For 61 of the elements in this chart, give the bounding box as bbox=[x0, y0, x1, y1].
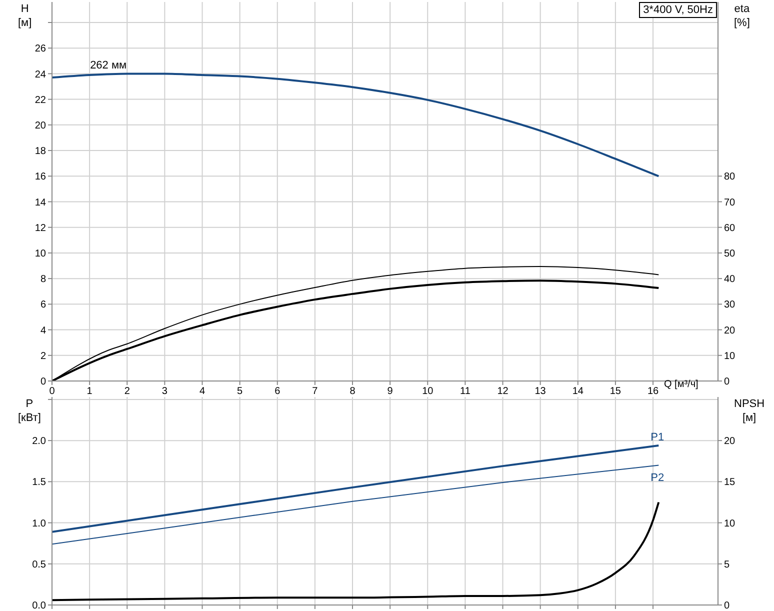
line-series bbox=[52, 501, 660, 602]
line-series bbox=[52, 72, 660, 178]
y2-tick-label: 40 bbox=[724, 274, 736, 286]
y-tick-label: 12 bbox=[34, 222, 46, 234]
y2-tick-label: 80 bbox=[724, 172, 736, 183]
y2-tick-label: 5 bbox=[724, 559, 730, 570]
x-tick-label: 2 bbox=[124, 386, 130, 398]
x-tick-label: 5 bbox=[237, 386, 244, 398]
x-tick-label: 15 bbox=[610, 386, 622, 398]
series-label: P1 bbox=[650, 432, 664, 444]
y-tick-label: 2 bbox=[40, 350, 46, 362]
y-tick-label: 1.0 bbox=[32, 518, 46, 530]
y-tick-label: 26 bbox=[34, 44, 46, 55]
x-tick-label: 16 bbox=[647, 386, 660, 398]
y-tick-label: 1.5 bbox=[32, 477, 46, 488]
y-tick-label: 22 bbox=[34, 94, 46, 106]
x-tick-label: 9 bbox=[387, 386, 394, 398]
x-tick-label: 13 bbox=[534, 386, 546, 398]
x-axis-title: Q [м³/ч] bbox=[664, 379, 698, 390]
y-tick-label: 24 bbox=[34, 69, 46, 80]
x-tick-label: 1 bbox=[86, 386, 93, 398]
y2-tick-label: 0 bbox=[724, 376, 730, 388]
y2-tick-label: 10 bbox=[724, 518, 736, 530]
y-tick-label: 4 bbox=[40, 325, 46, 336]
chart-title: 3*400 V, 50Hz bbox=[639, 2, 717, 18]
y-tick-label: 0.0 bbox=[32, 600, 46, 611]
x-tick-label: 8 bbox=[350, 386, 356, 398]
y2-tick-label: 20 bbox=[724, 436, 736, 448]
y-tick-label: 18 bbox=[34, 146, 46, 158]
y2-tick-label: 50 bbox=[724, 248, 736, 260]
y-axis-title: H [м] bbox=[18, 2, 32, 30]
y-tick-label: 2.0 bbox=[32, 436, 46, 448]
y-tick-label: 20 bbox=[34, 120, 46, 132]
y2-axis-title: eta [%] bbox=[734, 2, 750, 30]
y2-axis-title: NPSH [м] bbox=[734, 397, 765, 425]
y2-tick-label: 30 bbox=[724, 300, 736, 311]
x-tick-label: 4 bbox=[199, 386, 206, 398]
y2-tick-label: 0 bbox=[724, 600, 730, 611]
y-tick-label: 6 bbox=[40, 300, 46, 311]
y2-tick-label: 10 bbox=[724, 350, 736, 362]
y-tick-label: 14 bbox=[34, 197, 46, 208]
y-tick-label: 0.5 bbox=[32, 559, 46, 570]
x-tick-label: 11 bbox=[460, 386, 471, 398]
y2-tick-label: 70 bbox=[724, 197, 736, 208]
x-tick-label: 7 bbox=[312, 386, 318, 398]
y2-tick-label: 20 bbox=[724, 325, 736, 336]
y-axis-title: P [кВт] bbox=[18, 397, 41, 425]
x-tick-label: 3 bbox=[162, 386, 168, 398]
x-tick-label: 12 bbox=[497, 386, 509, 398]
x-tick-label: 10 bbox=[422, 386, 434, 398]
series-label: P2 bbox=[650, 472, 664, 484]
x-tick-label: 0 bbox=[49, 386, 56, 398]
x-tick-label: 14 bbox=[572, 386, 584, 398]
y2-tick-label: 60 bbox=[724, 222, 736, 234]
y-tick-label: 0 bbox=[40, 376, 46, 388]
y-tick-label: 8 bbox=[40, 274, 46, 286]
y2-tick-label: 15 bbox=[724, 477, 736, 488]
annotation: 262 мм bbox=[90, 60, 127, 72]
x-tick-label: 6 bbox=[274, 386, 281, 398]
y-tick-label: 16 bbox=[34, 172, 46, 183]
y-tick-label: 10 bbox=[34, 248, 46, 260]
